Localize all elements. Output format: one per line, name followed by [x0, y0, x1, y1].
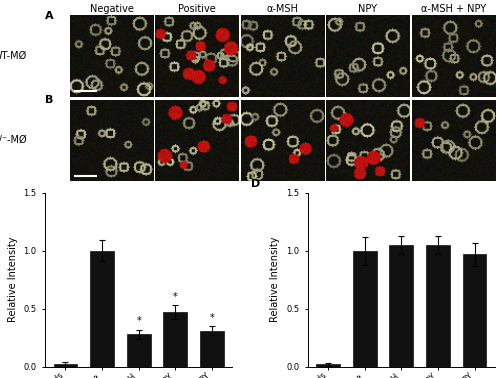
Text: MC5r⁻/⁻-MØ: MC5r⁻/⁻-MØ — [0, 135, 27, 146]
Bar — [54, 364, 78, 367]
Bar — [352, 251, 376, 367]
Text: D: D — [252, 179, 260, 189]
Bar — [200, 331, 224, 367]
Y-axis label: Relative Intensity: Relative Intensity — [270, 237, 280, 322]
Bar — [164, 312, 188, 367]
Bar — [127, 334, 150, 367]
Text: B: B — [45, 95, 54, 105]
Text: *: * — [136, 316, 141, 326]
Bar — [426, 245, 450, 367]
Bar — [316, 364, 340, 367]
Text: A: A — [45, 11, 54, 21]
Title: α-MSH: α-MSH — [266, 4, 298, 14]
Text: *: * — [173, 292, 178, 302]
Title: Negative: Negative — [90, 4, 134, 14]
Title: Positive: Positive — [178, 4, 216, 14]
Bar — [390, 245, 413, 367]
Text: WT-MØ: WT-MØ — [0, 51, 27, 61]
Bar — [90, 251, 114, 367]
Text: *: * — [210, 313, 214, 322]
Y-axis label: Relative Intensity: Relative Intensity — [8, 237, 18, 322]
Title: α-MSH + NPY: α-MSH + NPY — [421, 4, 486, 14]
Title: NPY: NPY — [358, 4, 378, 14]
Bar — [462, 254, 486, 367]
